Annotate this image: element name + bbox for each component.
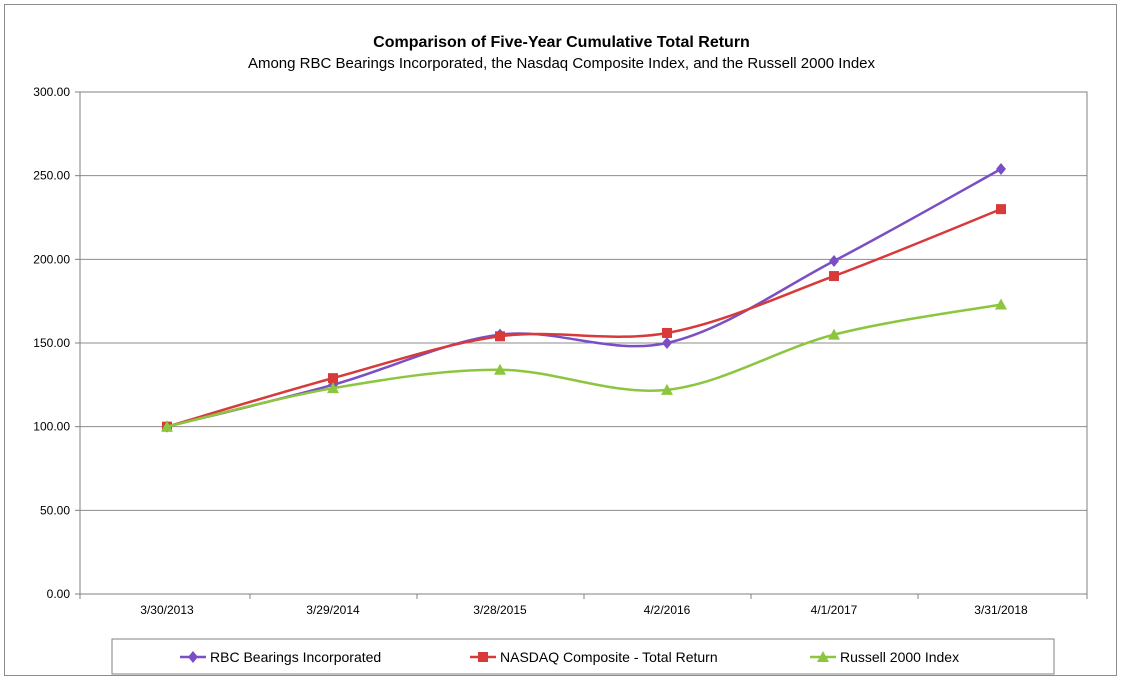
legend-item: RBC Bearings Incorporated	[180, 649, 381, 665]
y-tick-label: 50.00	[40, 503, 70, 517]
data-point	[327, 382, 339, 394]
series-line	[166, 207, 1002, 428]
x-tick-label: 3/30/2013	[140, 603, 194, 617]
data-point	[161, 420, 173, 432]
legend-item: Russell 2000 Index	[810, 649, 959, 665]
legend-label: NASDAQ Composite - Total Return	[500, 649, 718, 665]
y-tick-label: 100.00	[33, 420, 70, 434]
chart-title: Comparison of Five-Year Cumulative Total…	[373, 34, 750, 51]
y-tick-label: 300.00	[33, 85, 70, 99]
x-axis-ticks: 3/30/2013 3/29/2014 3/28/2015 4/2/2016 4/1/2…	[79, 594, 1088, 617]
legend-item: NASDAQ Composite - Total Return	[470, 649, 718, 665]
data-point	[996, 204, 1006, 215]
x-tick-label: 3/28/2015	[473, 603, 527, 617]
legend-box	[111, 638, 1055, 675]
x-tick-label: 4/2/2016	[644, 603, 691, 617]
y-axis-ticks: 0.00 50.00 100.00 150.00 200.00 250.00 300.00	[33, 85, 80, 601]
data-point	[495, 331, 505, 342]
series-line	[166, 303, 1002, 428]
y-tick-label: 200.00	[33, 252, 70, 266]
legend-marker	[478, 652, 488, 662]
x-tick-label: 3/29/2014	[306, 603, 360, 617]
y-tick-label: 0.00	[47, 587, 71, 601]
series-line	[166, 167, 1002, 428]
data-point	[995, 298, 1007, 310]
x-tick-label: 4/1/2017	[811, 603, 858, 617]
series-0	[162, 162, 1006, 433]
x-tick-label: 3/31/2018	[974, 603, 1028, 617]
data-point	[328, 373, 338, 384]
legend: RBC Bearings Incorporated NASDAQ Composit…	[111, 638, 1055, 675]
legend-marker	[817, 651, 829, 662]
data-point	[661, 383, 673, 395]
series-lines	[161, 162, 1007, 433]
data-point	[662, 337, 672, 349]
legend-label: RBC Bearings Incorporated	[210, 649, 381, 665]
series-2	[161, 298, 1007, 432]
legend-label: Russell 2000 Index	[840, 649, 959, 665]
legend-marker	[188, 651, 198, 663]
data-point	[996, 162, 1006, 175]
data-point	[829, 255, 839, 268]
data-point	[829, 271, 839, 282]
chart-subtitle: Among RBC Bearings Incorporated, the Nas…	[247, 55, 876, 72]
chart-frame	[4, 4, 1117, 676]
data-point	[662, 327, 672, 338]
y-tick-label: 150.00	[33, 336, 70, 350]
data-point	[494, 363, 506, 375]
data-point	[828, 328, 840, 340]
y-tick-label: 250.00	[33, 169, 70, 183]
grid-lines	[80, 91, 1087, 595]
